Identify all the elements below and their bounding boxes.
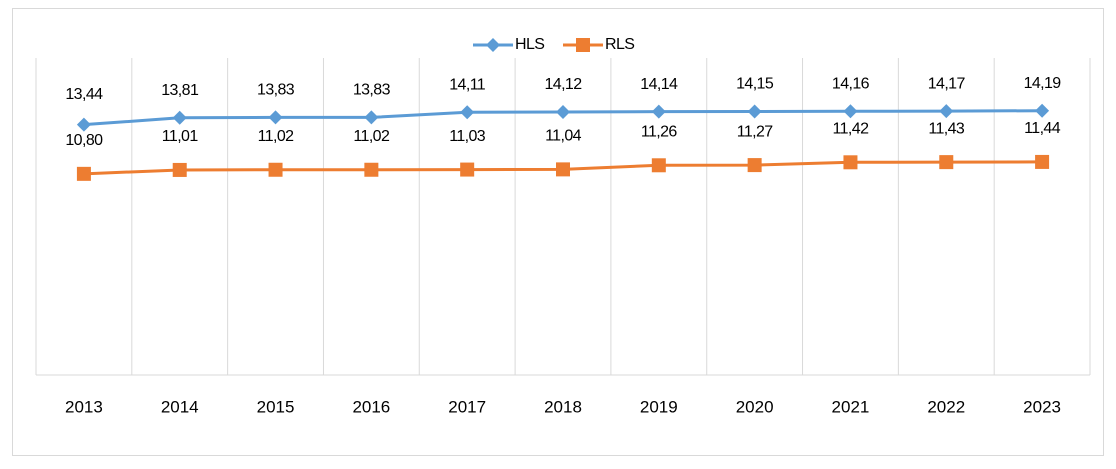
marker bbox=[843, 155, 858, 170]
marker bbox=[1035, 154, 1050, 169]
x-tick-label: 2016 bbox=[352, 397, 390, 416]
data-label: 14,12 bbox=[544, 76, 582, 93]
data-label: 14,14 bbox=[640, 76, 678, 93]
x-tick-label: 2013 bbox=[65, 397, 103, 416]
data-label: 11,26 bbox=[641, 124, 678, 141]
marker bbox=[1035, 103, 1050, 118]
data-label: 11,02 bbox=[258, 128, 295, 145]
data-label: 10,80 bbox=[65, 132, 103, 149]
marker bbox=[76, 117, 91, 132]
chart-frame bbox=[12, 8, 1104, 456]
marker bbox=[556, 162, 570, 177]
data-label: 11,44 bbox=[1024, 120, 1061, 137]
x-tick-label: 2015 bbox=[257, 397, 295, 416]
data-label: 11,03 bbox=[449, 128, 486, 145]
marker bbox=[172, 110, 187, 125]
x-tick-label: 2018 bbox=[544, 397, 582, 416]
marker bbox=[939, 155, 954, 170]
legend-label: HLS bbox=[515, 36, 544, 53]
x-tick-label: 2014 bbox=[161, 397, 199, 416]
data-label: 13,83 bbox=[257, 82, 295, 99]
marker bbox=[460, 105, 475, 120]
marker bbox=[364, 110, 379, 125]
marker bbox=[747, 158, 762, 173]
data-label: 14,19 bbox=[1024, 75, 1062, 92]
x-tick-label: 2019 bbox=[640, 397, 678, 416]
x-tick-label: 2021 bbox=[832, 397, 870, 416]
x-tick-label: 2017 bbox=[448, 397, 486, 416]
marker bbox=[268, 110, 283, 125]
marker bbox=[576, 38, 590, 52]
x-tick-label: 2022 bbox=[927, 397, 965, 416]
data-label: 11,42 bbox=[833, 121, 870, 138]
data-label: 11,04 bbox=[545, 128, 582, 145]
data-label: 11,02 bbox=[353, 128, 390, 145]
marker bbox=[486, 38, 500, 52]
marker bbox=[651, 158, 666, 173]
marker bbox=[364, 162, 379, 177]
legend-label: RLS bbox=[605, 36, 634, 53]
data-label: 11,01 bbox=[162, 128, 199, 145]
marker bbox=[460, 162, 475, 177]
data-label: 13,44 bbox=[65, 86, 103, 103]
marker bbox=[268, 162, 283, 177]
x-tick-label: 2020 bbox=[736, 397, 774, 416]
data-label: 14,11 bbox=[449, 76, 486, 93]
data-label: 14,16 bbox=[832, 75, 870, 92]
data-label: 11,27 bbox=[737, 123, 774, 140]
data-label: 11,43 bbox=[928, 120, 965, 137]
marker bbox=[747, 104, 762, 119]
marker bbox=[556, 105, 570, 120]
data-label: 13,81 bbox=[161, 82, 199, 99]
marker bbox=[76, 166, 91, 181]
data-label: 14,17 bbox=[928, 75, 966, 92]
marker bbox=[651, 104, 666, 119]
marker bbox=[172, 162, 187, 177]
x-tick-label: 2023 bbox=[1023, 397, 1061, 416]
marker bbox=[939, 104, 954, 119]
marker bbox=[843, 104, 858, 119]
data-label: 14,15 bbox=[736, 76, 774, 93]
data-label: 13,83 bbox=[353, 82, 391, 99]
